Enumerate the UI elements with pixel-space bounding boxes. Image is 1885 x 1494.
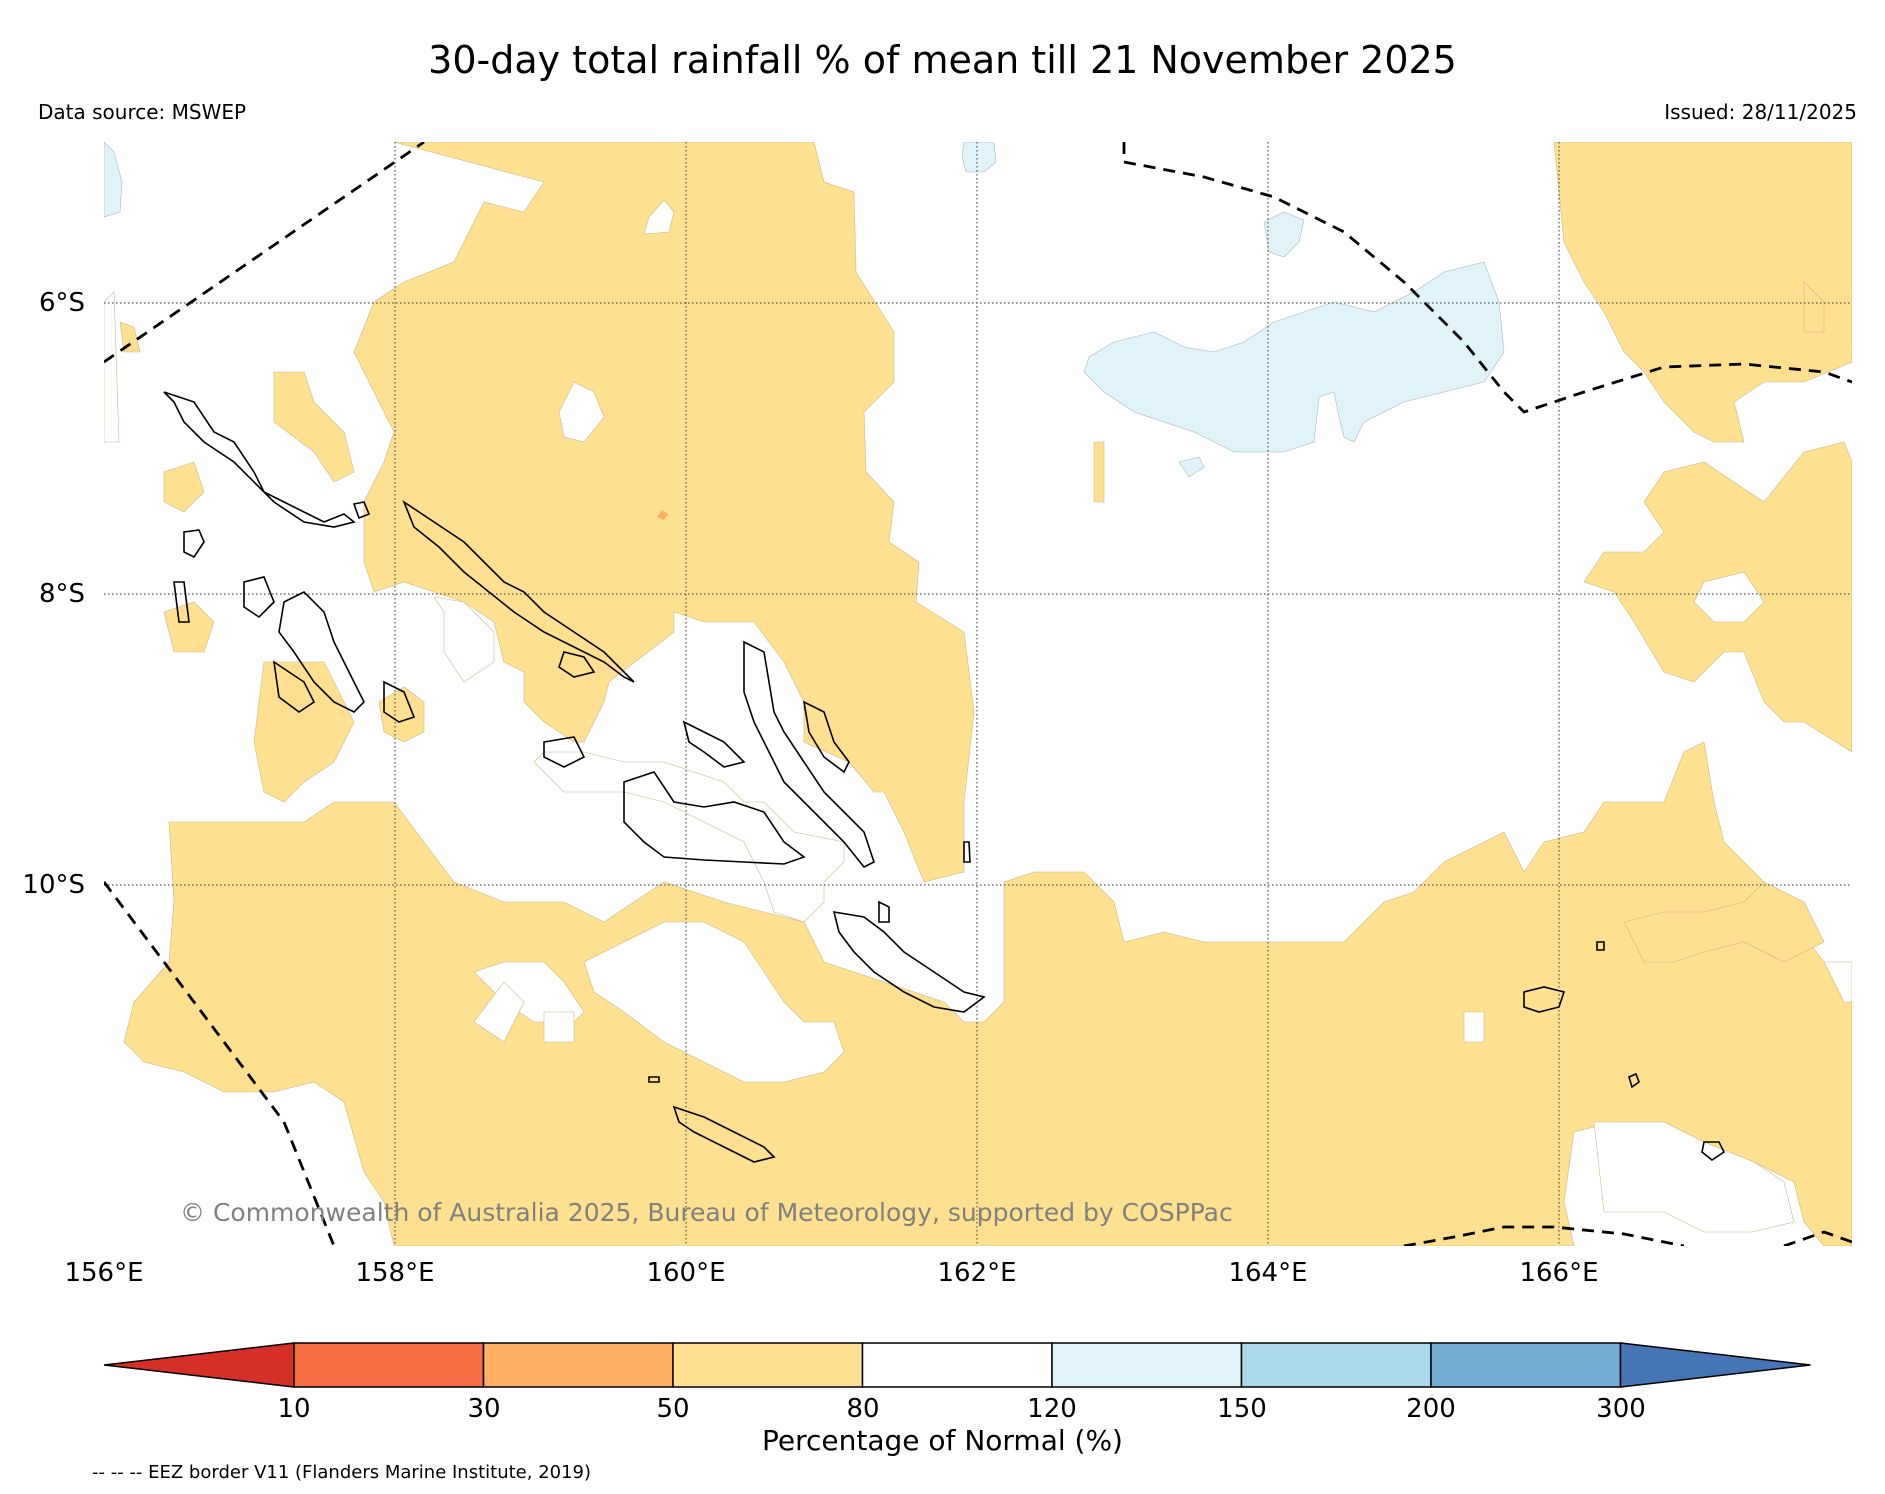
colorbar-tick-10: 10 [277,1394,311,1424]
lon-label-160e: 160°E [646,1258,726,1288]
coastlines [163,391,1726,1163]
colorbar-tick-300: 300 [1596,1394,1646,1424]
lon-label-164e: 164°E [1228,1258,1308,1288]
colorbar-tick-30: 30 [467,1394,501,1424]
issued-date-label: Issued: 28/11/2025 [1664,100,1857,124]
lat-label-8s: 8°S [38,579,85,609]
colorbar-segment-6 [1240,1342,1432,1388]
colorbar-segment-4 [861,1342,1053,1388]
colorbar-title: Percentage of Normal (%) [762,1424,1123,1457]
colorbar-segment-3 [672,1342,864,1388]
colorbar-tick-50: 50 [656,1394,690,1424]
lat-label-10s: 10°S [22,870,85,900]
colorbar-tick-200: 200 [1406,1394,1456,1424]
colorbar-segment-2 [482,1342,674,1388]
lon-label-166e: 166°E [1519,1258,1599,1288]
eez-borders [104,142,1852,1246]
rainfall-120-150-regions [104,142,1505,478]
data-source-label: Data source: MSWEP [38,100,247,124]
lon-label-158e: 158°E [355,1258,435,1288]
map-title: 30-day total rainfall % of mean till 21 … [428,38,1457,82]
lon-label-156e: 156°E [64,1258,144,1288]
rainfall-map [104,142,1852,1246]
colorbar-segment-5 [1051,1342,1243,1388]
rainfall-80-120-regions [104,199,1852,1233]
lon-label-162e: 162°E [937,1258,1017,1288]
copyright-notice: © Commonwealth of Australia 2025, Bureau… [180,1198,1233,1227]
colorbar-tick-120: 120 [1027,1394,1077,1424]
rainfall-30-50-speck [657,510,668,520]
eez-legend-note: -- -- -- EEZ border V11 (Flanders Marine… [92,1462,592,1483]
colorbar-segment-below-10 [103,1342,295,1388]
colorbar-tick-150: 150 [1217,1394,1267,1424]
lat-label-6s: 6°S [38,288,85,318]
colorbar-tick-80: 80 [846,1394,880,1424]
colorbar-segment-above-300 [1619,1342,1811,1388]
colorbar-segment-1 [293,1342,485,1388]
map-graticule [104,142,1852,1246]
colorbar [103,1342,1811,1388]
colorbar-segment-7 [1430,1342,1622,1388]
